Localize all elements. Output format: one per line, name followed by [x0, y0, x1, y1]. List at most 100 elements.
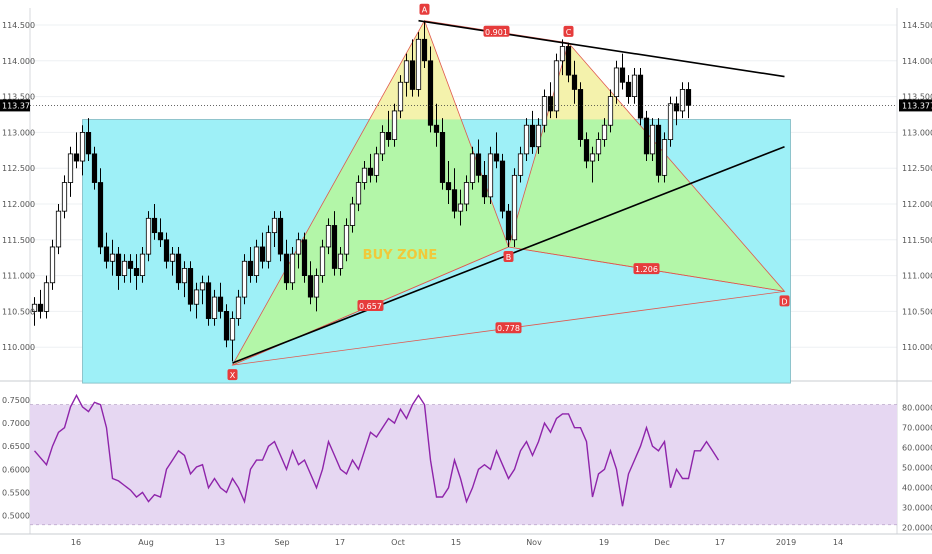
candle [505, 204, 512, 247]
candle [463, 175, 470, 212]
point-label-bg [503, 250, 514, 262]
candle-body [553, 60, 560, 112]
candle [31, 297, 38, 326]
candle-body [265, 232, 272, 262]
candle [103, 232, 110, 269]
osc-tick-right: 50.0000 [902, 464, 932, 473]
candle-body [433, 124, 440, 133]
candle [583, 132, 590, 169]
candle-body [409, 60, 416, 90]
candle-body [649, 124, 656, 155]
candle-body [271, 217, 278, 234]
candle [283, 239, 290, 290]
candle [571, 60, 578, 104]
candle [649, 118, 656, 162]
candle [85, 118, 92, 162]
candle [211, 289, 218, 326]
candle-body [127, 260, 134, 269]
candle-body [277, 217, 284, 255]
candle-body [613, 67, 620, 97]
oscillator-panel: 0.5000 0.5500 0.6000 0.6500 0.7000 0.7500 20.0… [2, 393, 932, 533]
candle-body [157, 232, 164, 241]
candle-body [163, 239, 170, 262]
candle [619, 53, 626, 90]
candle-body [595, 139, 602, 155]
candle-body [361, 167, 368, 183]
candle [541, 89, 548, 133]
osc-tick-left: 0.7000 [2, 419, 30, 428]
candle [133, 254, 140, 290]
candle-body [145, 217, 152, 255]
price-axis[interactable]: 110.000 110.000 110.500 110.500 111.000 111.0… [0, 21, 932, 352]
candle-body [325, 225, 332, 248]
candle-body [637, 74, 644, 119]
candle-body [547, 96, 554, 112]
time-tick: 16 [71, 538, 81, 547]
candle-body [481, 174, 488, 198]
candle [145, 211, 152, 262]
candle-body [529, 124, 536, 148]
candle-body [79, 131, 86, 162]
time-tick: 2019 [776, 538, 796, 547]
candle [643, 110, 650, 162]
candle [493, 132, 500, 169]
candle [169, 246, 176, 276]
time-axis[interactable]: 16 Aug 13 Sep 17 Oct 15 Nov 19 Dec 17 2019 14 [0, 533, 932, 547]
buy-zone-label: BUY ZONE [363, 248, 438, 263]
osc-tick-right: 70.0000 [902, 424, 932, 433]
candle-body [661, 139, 668, 176]
candle-body [37, 303, 44, 312]
candle-body [241, 260, 248, 298]
candle-body [541, 96, 548, 126]
osc-tick-right: 80.0000 [902, 404, 932, 413]
candle-body [673, 103, 680, 112]
candle [565, 42, 572, 83]
candle-body [607, 96, 614, 126]
price-tick-left: 110.000 [2, 343, 35, 352]
candle-body [571, 74, 578, 90]
osc-tick-right: 60.0000 [902, 444, 932, 453]
candle [637, 67, 644, 126]
candle [121, 254, 128, 283]
time-tick: 15 [451, 538, 461, 547]
candle-body [31, 303, 38, 312]
price-tick-left: 114.000 [2, 57, 35, 66]
candle-body [175, 253, 182, 284]
price-tick-left: 112.500 [2, 164, 35, 173]
candle-body [235, 296, 242, 319]
oscillator-band [30, 404, 897, 525]
candle [361, 161, 368, 190]
time-tick: Dec [654, 538, 669, 547]
candle [337, 246, 344, 276]
candle-body [463, 182, 470, 205]
oscillator-line [33, 393, 720, 507]
candle [517, 146, 524, 183]
candle-body [685, 89, 692, 106]
time-tick: Sep [274, 538, 289, 547]
candle [601, 118, 608, 147]
candle [235, 289, 242, 326]
pattern-labels: X A B C D 0.657 0.901 1.206 0.778 [227, 3, 790, 381]
candle-body [139, 253, 146, 276]
price-tick-right: 114.000 [902, 57, 932, 66]
candle [223, 304, 230, 348]
candle-body [229, 318, 236, 341]
candle [139, 246, 146, 283]
candle-body [85, 131, 92, 155]
candle-body [589, 153, 596, 162]
candle-body [121, 260, 128, 276]
price-tick-right: 113.500 [902, 93, 932, 102]
candle [433, 103, 440, 147]
candle-body [577, 89, 584, 140]
price-tick-left: 113.500 [2, 93, 35, 102]
candle-body [91, 153, 98, 183]
candle [595, 132, 602, 162]
candle-body [625, 81, 632, 97]
candle-body [559, 46, 566, 62]
candle-body [295, 239, 302, 255]
candle-body [61, 182, 68, 212]
candle [469, 146, 476, 190]
candle-body [679, 89, 686, 112]
osc-tick-left: 0.7500 [2, 396, 30, 405]
